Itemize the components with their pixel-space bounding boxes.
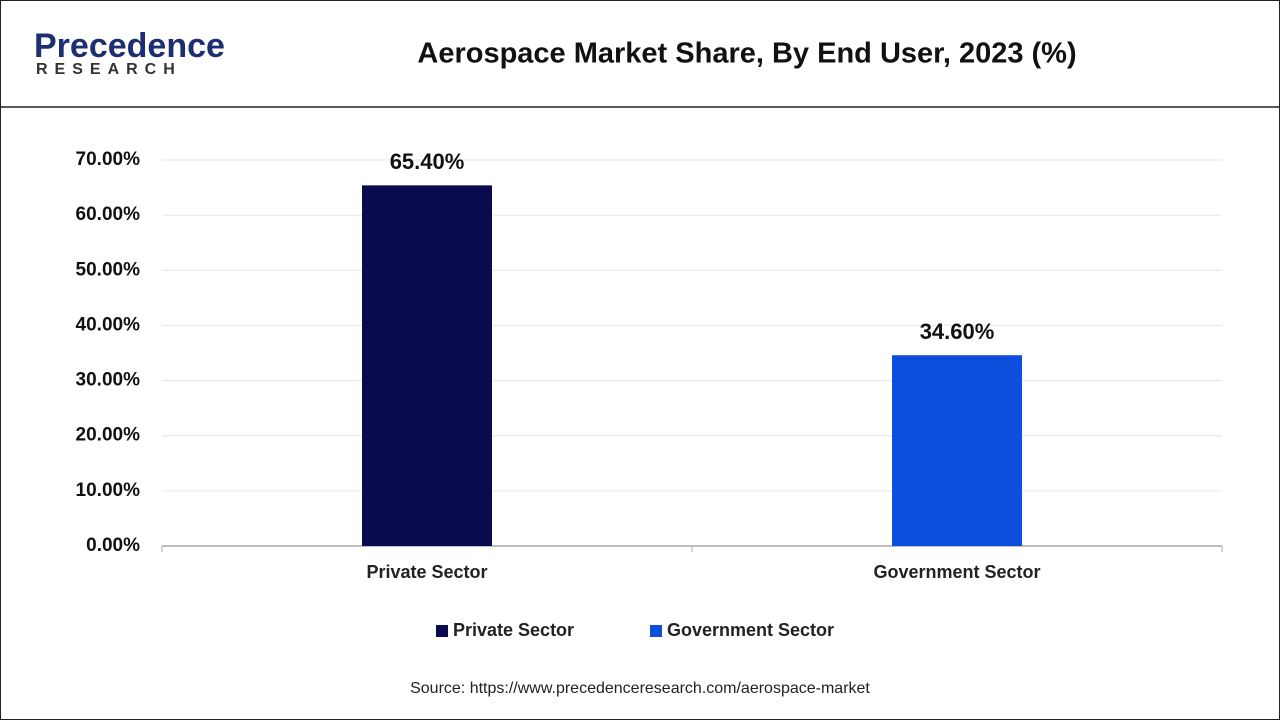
y-tick-label: 30.00% — [76, 370, 141, 391]
y-tick-label: 10.00% — [76, 480, 141, 501]
logo-tagline: RESEARCH — [36, 61, 182, 78]
value-label: 65.40% — [390, 149, 465, 174]
legend-swatch — [436, 625, 448, 637]
bar — [362, 185, 492, 546]
chart-title: Aerospace Market Share, By End User, 202… — [417, 38, 1076, 70]
bar — [892, 355, 1022, 546]
value-label: 34.60% — [920, 319, 995, 344]
y-tick-label: 70.00% — [76, 149, 141, 170]
logo-name: Precedence — [34, 27, 225, 65]
y-tick-label: 20.00% — [76, 425, 141, 446]
x-tick-label: Government Sector — [873, 562, 1040, 582]
legend-label: Government Sector — [667, 620, 834, 640]
x-tick-label: Private Sector — [366, 562, 487, 582]
y-tick-label: 50.00% — [76, 259, 141, 280]
y-tick-label: 0.00% — [86, 535, 140, 556]
y-tick-label: 40.00% — [76, 314, 141, 335]
source: Source: https://www.precedenceresearch.c… — [410, 680, 870, 697]
legend-swatch — [650, 625, 662, 637]
y-tick-label: 60.00% — [76, 204, 141, 225]
legend-label: Private Sector — [453, 620, 574, 640]
